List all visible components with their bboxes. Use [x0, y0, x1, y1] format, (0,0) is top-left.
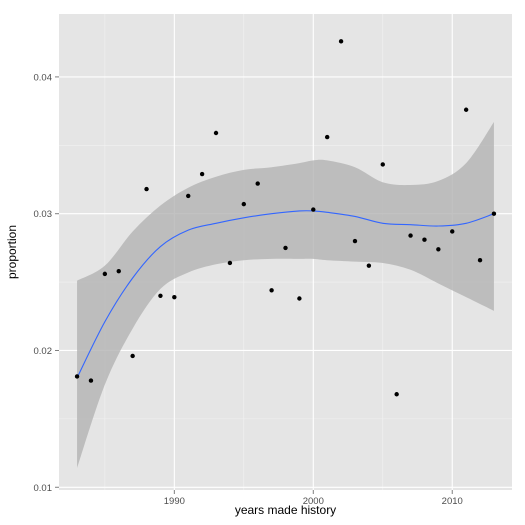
data-point [463, 107, 469, 112]
data-point [422, 237, 427, 242]
data-point [408, 233, 413, 238]
confidence-band [77, 122, 494, 469]
y-tick-label: 0.03 [34, 209, 53, 220]
x-axis-title: years made history [235, 503, 336, 517]
data-point [255, 181, 260, 186]
data-point [158, 293, 163, 298]
x-tick-label: 2000 [303, 496, 324, 507]
data-point [269, 288, 274, 293]
data-point [88, 378, 94, 383]
y-axis-title: proportion [5, 225, 19, 279]
data-point [297, 296, 302, 301]
data-point [102, 271, 108, 277]
x-tick-label: 1990 [164, 496, 185, 507]
data-point [130, 353, 135, 359]
data-point [74, 374, 80, 379]
data-point [366, 263, 372, 268]
data-point [477, 258, 483, 263]
x-tick-label: 2010 [442, 496, 463, 507]
y-tick-label: 0.01 [34, 483, 53, 494]
data-point [380, 162, 385, 167]
data-point [352, 238, 358, 244]
data-point [311, 207, 316, 212]
data-points [74, 39, 497, 397]
data-point [436, 247, 441, 252]
data-point [283, 245, 288, 251]
y-tick-label: 0.02 [34, 346, 53, 357]
y-tick-label: 0.04 [34, 72, 53, 83]
data-point [227, 260, 233, 266]
data-point [491, 211, 497, 216]
x-axis-ticks: 1990 2000 2010 [164, 490, 463, 507]
data-point [450, 229, 455, 234]
smooth-line [76, 210, 495, 379]
data-point [324, 134, 330, 140]
data-point [213, 130, 219, 136]
data-point [172, 294, 177, 300]
data-point [241, 201, 247, 207]
data-point [186, 193, 191, 199]
data-point [199, 171, 205, 177]
data-point [116, 268, 121, 274]
data-point [144, 186, 149, 192]
data-point [394, 392, 399, 397]
y-axis-ticks: 0.01 0.02 0.03 0.04 [34, 72, 59, 494]
data-point [338, 39, 344, 44]
